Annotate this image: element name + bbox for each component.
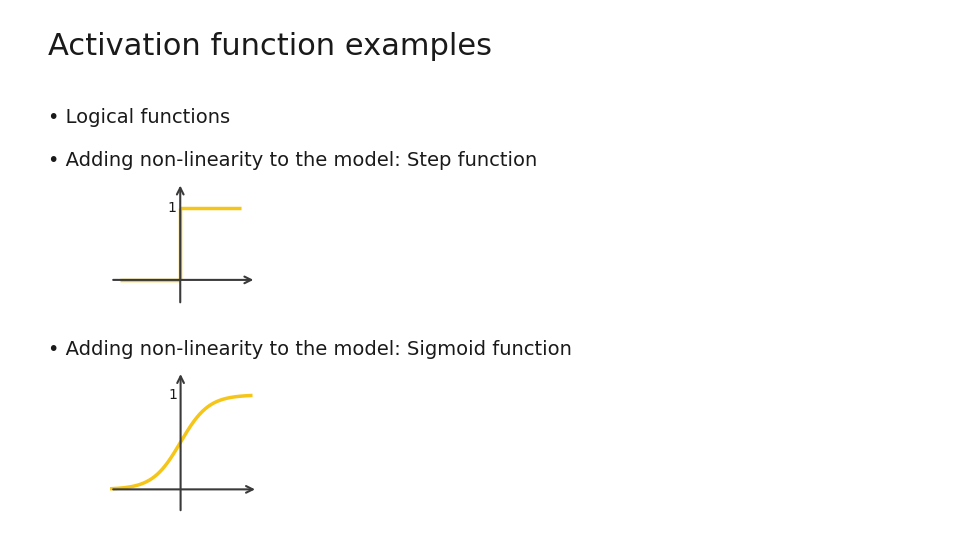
Text: • Adding non-linearity to the model: Step function: • Adding non-linearity to the model: Ste…: [48, 151, 538, 170]
Text: 1: 1: [168, 388, 177, 402]
Text: 1: 1: [168, 201, 177, 215]
Text: • Logical functions: • Logical functions: [48, 108, 230, 127]
Text: Activation function examples: Activation function examples: [48, 32, 492, 62]
Text: • Adding non-linearity to the model: Sigmoid function: • Adding non-linearity to the model: Sig…: [48, 340, 572, 359]
